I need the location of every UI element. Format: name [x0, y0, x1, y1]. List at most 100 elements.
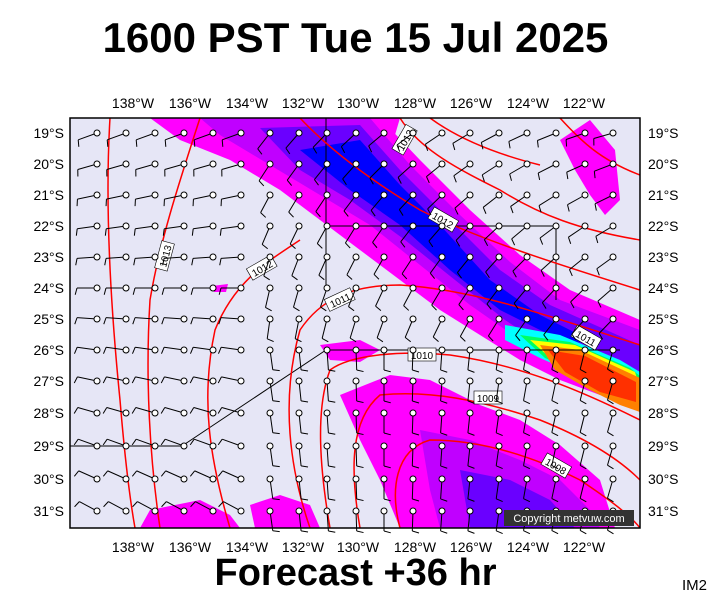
wind-barb [570, 284, 589, 309]
longitude-labels-bottom: 138°W 136°W 134°W 132°W 130°W 128°W 126°W 124°W… [112, 539, 606, 555]
wind-barb [459, 315, 474, 342]
wind-barb [189, 438, 217, 450]
wind-barb [294, 315, 303, 343]
latitude-label: 31°S [33, 503, 64, 519]
wind-barb [409, 377, 420, 404]
wind-barb [523, 346, 531, 374]
wind-barb [551, 377, 560, 405]
wind-barb [523, 409, 531, 437]
wind-barb [295, 475, 309, 501]
wind-barb [466, 377, 475, 404]
wind-barb [266, 346, 280, 372]
isobar-w [107, 117, 136, 529]
wind-barb [352, 475, 364, 502]
rain-blob-ne [560, 120, 620, 215]
wind-barb [162, 222, 188, 236]
latitude-label: 28°S [648, 405, 679, 421]
wind-barb [266, 377, 280, 403]
wind-barb [537, 160, 560, 181]
wind-barb [164, 160, 188, 177]
wind-barb [131, 438, 159, 450]
wind-barb [579, 409, 589, 437]
wind-barb [429, 253, 446, 279]
wind-barb [295, 377, 309, 403]
wind-barb [593, 129, 617, 146]
wind-barb [102, 407, 130, 417]
wind-barb [323, 409, 336, 435]
wind-barb [409, 475, 420, 502]
wind-barb [375, 284, 388, 312]
wind-barb [466, 442, 475, 469]
wind-barb [352, 377, 364, 404]
wind-barb [369, 160, 388, 185]
wind-barb [221, 129, 245, 147]
wind-barb [438, 409, 448, 436]
wind-barb [132, 315, 159, 325]
wind-barb [218, 315, 245, 325]
longitude-label: 130°W [337, 539, 380, 555]
wind-barb [428, 222, 446, 248]
wind-barb [380, 475, 391, 502]
wind-barb [73, 346, 101, 354]
svg-text:1009: 1009 [477, 394, 500, 405]
latitude-label: 30°S [648, 471, 679, 487]
wind-barb [102, 376, 130, 385]
longitude-label: 136°W [169, 539, 212, 555]
wind-barb [323, 507, 336, 533]
wind-barb [102, 470, 130, 483]
wind-barb [438, 346, 448, 373]
wind-barb [376, 315, 388, 343]
wind-barb [219, 222, 245, 236]
wind-barb [312, 129, 331, 154]
wind-barb [73, 470, 101, 483]
wind-barb [566, 160, 589, 180]
latitude-label: 26°S [33, 342, 64, 358]
svg-text:1010: 1010 [411, 351, 434, 362]
wind-barb [221, 160, 245, 177]
wind-barb [401, 253, 417, 280]
wind-barb [162, 253, 188, 266]
wind-barb [161, 315, 188, 325]
longitude-label: 124°W [507, 95, 550, 111]
wind-barb [596, 253, 617, 276]
wind-barb [457, 253, 474, 279]
wind-barb [540, 253, 560, 277]
wind-barb [539, 222, 560, 245]
wind-barb [288, 191, 303, 218]
wind-barb [607, 377, 617, 405]
wind-barb [466, 475, 475, 502]
wind-barb [344, 222, 360, 249]
wind-barb [403, 284, 417, 311]
wind-barb [438, 507, 448, 534]
wind-barb [482, 191, 503, 214]
wind-barb [565, 129, 589, 147]
wind-barb [285, 129, 303, 155]
wind-barb [607, 442, 617, 470]
wind-barb [551, 475, 560, 503]
longitude-label: 124°W [507, 539, 550, 555]
wind-barb [400, 222, 417, 248]
wind-barb [541, 284, 560, 309]
isobar-1010 [319, 352, 641, 529]
wind-barb [266, 315, 274, 343]
wind-barb [191, 222, 217, 236]
wind-barb [160, 376, 188, 385]
wind-barb [261, 222, 274, 250]
wind-barb [295, 346, 309, 372]
wind-barb [426, 160, 446, 184]
longitude-label: 130°W [337, 95, 380, 111]
wind-barb [263, 253, 274, 281]
wind-barb [314, 160, 331, 186]
wind-barb [352, 409, 364, 436]
wind-barb [466, 346, 475, 373]
longitude-label: 132°W [282, 95, 325, 111]
wind-barb [74, 315, 101, 325]
wind-barb [495, 442, 503, 470]
rain-band-south-mid [420, 430, 600, 528]
wind-barb [189, 470, 217, 483]
wind-barb [73, 407, 101, 417]
latitude-label: 27°S [33, 373, 64, 389]
wind-barb [291, 253, 303, 281]
wind-barb [217, 346, 245, 354]
wind-barb [380, 409, 391, 436]
